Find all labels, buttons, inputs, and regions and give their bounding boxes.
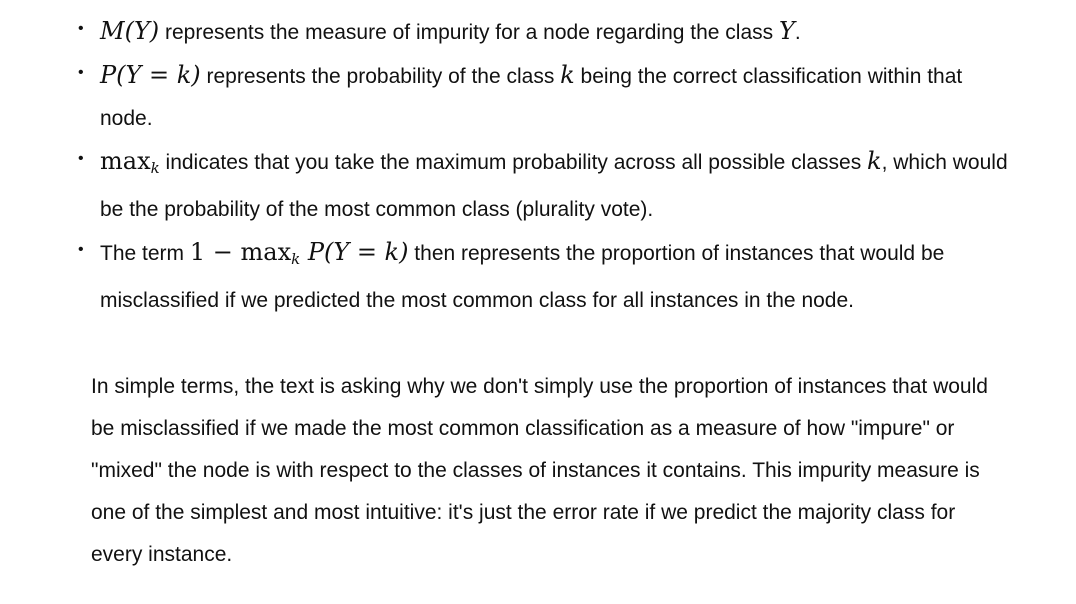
- math-expression: M(Y): [100, 17, 160, 45]
- bullet-icon: •: [78, 241, 84, 258]
- item-text: being the correct classification within …: [100, 65, 963, 130]
- bullet-icon: •: [78, 20, 84, 37]
- item-text: .: [794, 21, 801, 44]
- math-expression: maxk: [100, 147, 160, 177]
- bullet-icon: •: [78, 150, 84, 167]
- list-item: • M(Y) represents the measure of impurit…: [0, 10, 1076, 54]
- item-text: represents the measure of impurity for a…: [159, 21, 779, 44]
- list-item: • P(Y = k) represents the probability of…: [0, 54, 1076, 140]
- item-text: represents the probability of the class: [200, 65, 561, 88]
- item-text: The term: [100, 242, 190, 265]
- math-expression: 1 − maxk P(Y = k): [189, 238, 409, 268]
- item-text: then represents the proportion of instan…: [100, 242, 945, 312]
- definitions-list: • M(Y) represents the measure of impurit…: [0, 10, 1076, 322]
- list-item: • The term 1 − maxk P(Y = k) then repres…: [0, 231, 1076, 322]
- math-expression: k: [867, 147, 882, 175]
- summary-paragraph: In simple terms, the text is asking why …: [91, 375, 988, 566]
- item-text: , which would be the probability of the …: [100, 151, 1008, 221]
- bullet-icon: •: [78, 64, 84, 81]
- math-expression: P(Y = k): [100, 61, 201, 89]
- item-text: indicates that you take the maximum prob…: [159, 151, 868, 174]
- math-expression: Y: [778, 17, 795, 45]
- math-expression: k: [560, 61, 575, 89]
- document-body: • M(Y) represents the measure of impurit…: [0, 10, 1076, 322]
- list-item: • maxk indicates that you take the maxim…: [0, 140, 1076, 231]
